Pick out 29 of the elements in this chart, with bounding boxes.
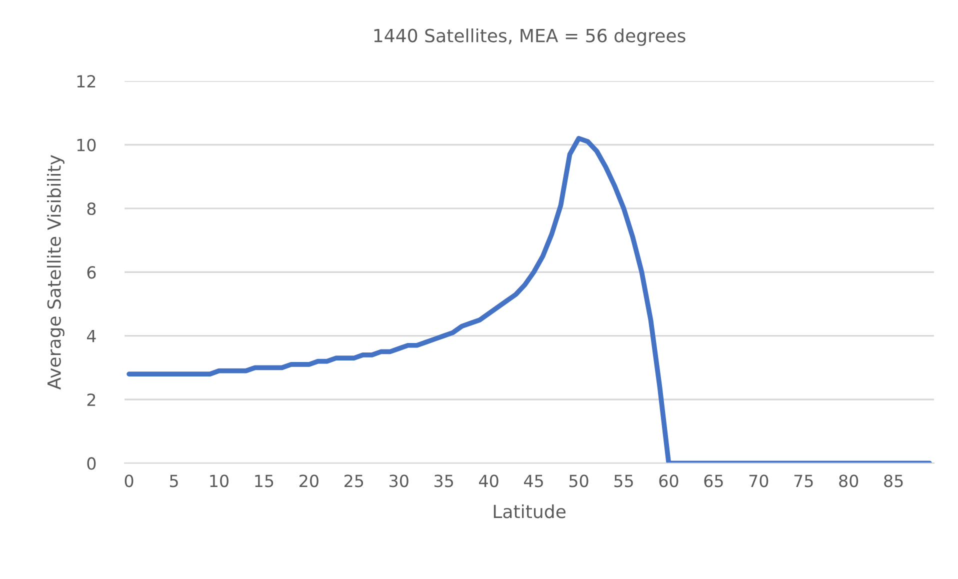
x-axis-title: Latitude [494, 504, 566, 518]
y-axis-title: Average Satellite Visibility [46, 155, 64, 390]
y-tick-label: 2 [87, 393, 96, 406]
x-tick-label: 15 [255, 474, 274, 488]
y-tick-label: 8 [87, 202, 96, 216]
x-tick-label: 75 [794, 474, 813, 488]
x-tick-label: 40 [479, 474, 498, 488]
x-tick-label: 5 [170, 474, 178, 488]
y-tick-label: 10 [77, 138, 96, 152]
y-tick-label: 6 [87, 266, 96, 279]
line-series [126, 136, 932, 464]
x-tick-label: 35 [434, 474, 453, 488]
x-tick-label: 65 [704, 474, 723, 488]
chart-title: 1440 Satellites, MEA = 56 degrees [374, 28, 686, 46]
x-tick-label: 25 [344, 474, 364, 488]
x-tick-label: 20 [300, 474, 318, 488]
y-tick-label: 4 [86, 330, 96, 342]
x-tick-label: 80 [839, 474, 858, 488]
y-tick-label: 0 [87, 457, 96, 470]
x-tick-label: 85 [884, 474, 903, 488]
x-tick-label: 70 [749, 474, 768, 488]
x-tick-label: 45 [524, 474, 543, 488]
x-tick-label: 50 [569, 474, 588, 488]
x-tick-label: 0 [124, 474, 134, 488]
y-tick-label: 12 [77, 75, 96, 88]
x-tick-label: 60 [659, 474, 678, 488]
x-tick-label: 10 [210, 474, 228, 488]
x-tick-label: 55 [614, 474, 633, 488]
x-tick-label: 30 [390, 474, 408, 488]
